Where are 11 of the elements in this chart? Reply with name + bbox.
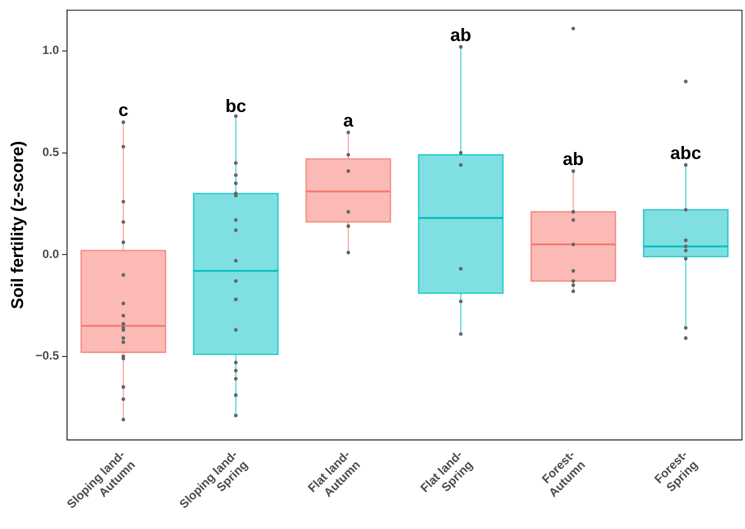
annotation: abc	[670, 142, 702, 163]
annotation: c	[118, 100, 128, 120]
annotation: ab	[562, 149, 584, 170]
annotation: bc	[225, 96, 246, 116]
annotation: a	[343, 110, 354, 130]
y-tick-label: 0.5	[42, 145, 60, 160]
y-tick-label: 0.0	[42, 246, 60, 261]
y-tick-label: −0.5	[35, 348, 60, 363]
annotation: ab	[450, 24, 472, 45]
y-tick-label: 1.0	[42, 43, 60, 58]
y-axis-title: Soil fertility (z-score)	[8, 140, 27, 310]
